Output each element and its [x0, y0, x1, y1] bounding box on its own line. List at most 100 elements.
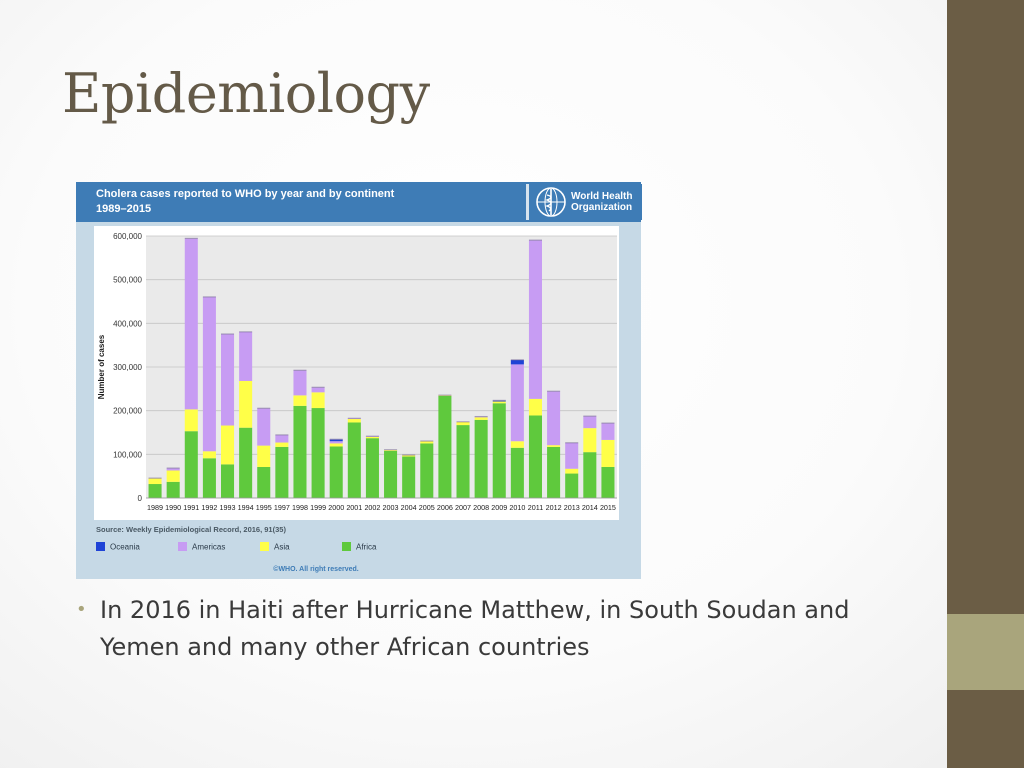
bar-segment-asia-1997	[275, 442, 289, 447]
x-tick-label: 1994	[238, 503, 254, 512]
x-tick-label: 1997	[274, 503, 290, 512]
bar-chart: 0 100,000 200,000 300,000 400,000 500,000 600,…	[97, 232, 617, 512]
bar-cap-2013	[565, 442, 579, 444]
bar-segment-oceania-2000	[329, 439, 343, 442]
bullet-marker: •	[76, 599, 87, 620]
y-tick-label: 300,000	[113, 363, 142, 372]
bar-cap-2012	[547, 390, 561, 392]
bar-segment-africa-2004	[402, 456, 416, 498]
bar-cap-2015	[601, 422, 615, 424]
chart-source: Source: Weekly Epidemiological Record, 2…	[96, 525, 286, 534]
y-tick-label: 400,000	[113, 319, 142, 328]
bar-cap-1995	[257, 407, 271, 409]
bar-cap-2005	[420, 440, 434, 442]
x-tick-label: 1992	[201, 503, 217, 512]
x-tick-label: 1999	[310, 503, 326, 512]
bar-segment-africa-2014	[583, 452, 597, 498]
bar-segment-africa-1989	[148, 484, 162, 498]
bar-segment-americas-1992	[202, 297, 216, 452]
bar-cap-1989	[148, 477, 162, 479]
bar-segment-asia-2010	[510, 441, 524, 448]
bar-segment-americas-1994	[239, 332, 253, 381]
bar-segment-americas-2012	[547, 391, 561, 446]
bar-cap-2009	[492, 399, 506, 402]
bar-cap-2007	[456, 421, 470, 423]
side-bar-bottom	[947, 690, 1024, 768]
x-tick-label: 1995	[256, 503, 272, 512]
bar-segment-americas-2011	[528, 240, 543, 399]
x-tick-label: 2006	[437, 503, 453, 512]
bar-segment-americas-1995	[257, 408, 271, 446]
bar-segment-asia-2002	[365, 436, 379, 439]
legend-label-americas: Americas	[192, 542, 226, 552]
bar-segment-americas-1991	[184, 238, 198, 410]
bar-segment-africa-1993	[220, 464, 235, 498]
legend-swatch-asia	[260, 542, 269, 552]
bar-segment-americas-2000	[329, 441, 343, 444]
bar-segment-asia-2015	[601, 439, 615, 467]
x-tick-label: 2013	[564, 503, 580, 512]
bar-segment-africa-1999	[311, 408, 325, 498]
bar-segment-africa-2013	[565, 473, 579, 498]
bar-segment-asia-1995	[257, 445, 271, 467]
bar-segment-africa-1990	[166, 481, 180, 498]
bar-segment-asia-2012	[547, 445, 561, 447]
plot-area: 0 100,000 200,000 300,000 400,000 500,000 600,…	[94, 226, 619, 520]
x-tick-label: 1989	[147, 503, 163, 512]
bar-segment-americas-2010	[510, 364, 524, 442]
bar-segment-asia-2003	[384, 449, 398, 451]
bar-segment-africa-1997	[275, 446, 289, 498]
bar-cap-2002	[365, 435, 379, 437]
legend-item-asia: Asia	[260, 542, 290, 554]
bar-segment-africa-2011	[528, 415, 543, 498]
bar-cap-2014	[583, 415, 597, 417]
bar-cap-1991	[184, 237, 198, 240]
bar-cap-2001	[347, 417, 361, 419]
bar-cap-2008	[474, 415, 488, 418]
x-tick-label: 2001	[346, 503, 362, 512]
bar-segment-americas-2014	[583, 416, 597, 429]
bar-segment-asia-2007	[456, 422, 470, 426]
chart-title-line2: 1989–2015	[96, 203, 152, 215]
y-tick-label: 600,000	[113, 232, 142, 241]
y-axis-label: Number of cases	[97, 334, 106, 399]
x-tick-label: 2007	[455, 503, 471, 512]
bar-segment-africa-2006	[438, 395, 452, 498]
bar-cap-1994	[239, 331, 253, 333]
x-tick-label: 2010	[509, 503, 525, 512]
legend-swatch-oceania	[96, 542, 105, 552]
chart-title: Cholera cases reported to WHO by year an…	[96, 187, 516, 217]
bar-segment-asia-1994	[239, 380, 253, 428]
x-tick-label: 2012	[546, 503, 562, 512]
bar-segment-africa-2010	[510, 447, 524, 498]
legend-label-africa: Africa	[356, 542, 377, 552]
bar-segment-americas-1998	[293, 370, 307, 396]
bar-segment-africa-2003	[384, 450, 398, 498]
chart-figure: Cholera cases reported to WHO by year an…	[76, 182, 642, 579]
x-tick-label: 2002	[364, 503, 380, 512]
bar-cap-1998	[293, 369, 307, 371]
legend-swatch-americas	[178, 542, 187, 552]
bar-segment-africa-2015	[601, 466, 615, 498]
y-tick-label: 0	[138, 494, 143, 503]
legend-swatch-africa	[342, 542, 351, 552]
bar-segment-americas-1999	[311, 387, 325, 393]
bar-cap-2006	[438, 394, 452, 396]
side-bar-accent	[947, 614, 1024, 690]
bar-segment-africa-2012	[547, 446, 561, 498]
bar-cap-2003	[384, 449, 398, 451]
bar-segment-asia-2014	[583, 428, 597, 453]
bar-segment-africa-2005	[420, 443, 434, 498]
who-logo-panel: World Health Organization	[526, 184, 642, 220]
bullet-item: In 2016 in Haiti after Hurricane Matthew…	[100, 596, 850, 661]
bar-segment-africa-2002	[365, 438, 379, 498]
bar-segment-africa-2000	[329, 446, 343, 498]
who-org-line1: World Health	[571, 191, 633, 202]
who-org-name: World Health Organization	[571, 191, 641, 213]
bar-segment-asia-1989	[148, 478, 162, 485]
legend-item-americas: Americas	[178, 542, 225, 554]
side-bar-top	[947, 0, 1024, 614]
legend-item-africa: Africa	[342, 542, 376, 554]
bar-segment-americas-1997	[275, 435, 289, 443]
bar-segment-africa-2001	[347, 422, 361, 498]
